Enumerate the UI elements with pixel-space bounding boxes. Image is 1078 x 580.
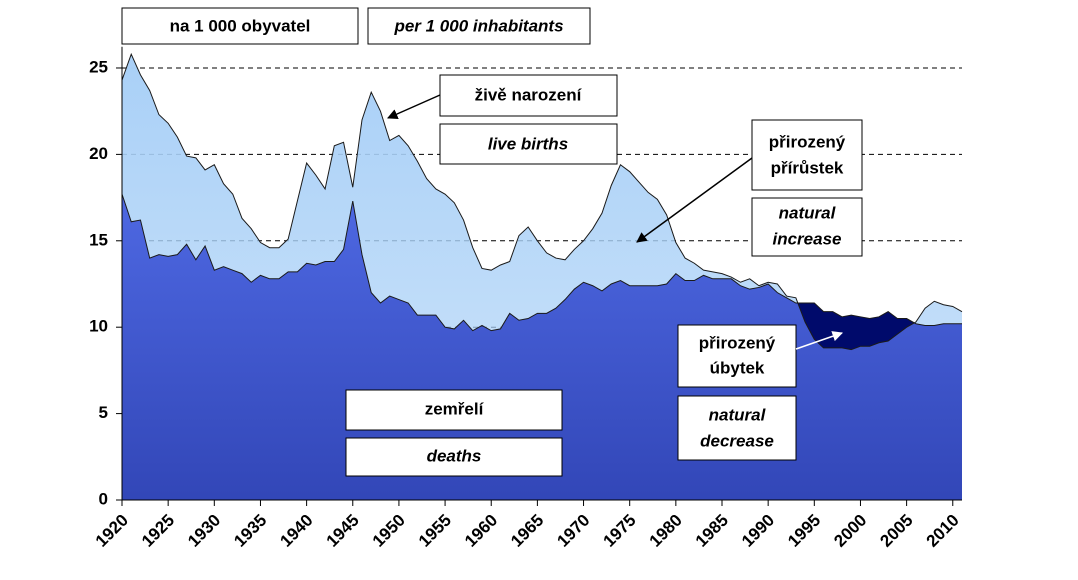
x-tick-label: 1940	[276, 511, 316, 551]
x-tick-label: 1955	[415, 511, 455, 551]
births-line	[121, 52, 963, 351]
header: na 1 000 obyvatel per 1 000 inhabitants	[121, 7, 591, 45]
label-box	[677, 395, 797, 461]
unit-en: per 1 000 inhabitants	[393, 16, 563, 35]
y-tick-label: 20	[89, 144, 108, 163]
decrease-label-en: natural	[709, 405, 767, 424]
x-tick-label: 1935	[230, 511, 270, 551]
y-tick-label: 0	[99, 489, 108, 508]
decrease-label-en: decrease	[700, 431, 774, 450]
x-tick-label: 1995	[784, 511, 824, 551]
x-tick-label: 1950	[369, 511, 409, 551]
x-tick-label: 2000	[830, 511, 870, 551]
increase-label: přirozený	[769, 132, 846, 151]
deaths-line	[121, 193, 962, 332]
annotations: živě narození live births přirozený přír…	[345, 74, 863, 477]
y-tick-label: 10	[89, 317, 108, 336]
births-label-en: live births	[488, 134, 568, 153]
x-tick-label: 1925	[138, 511, 178, 551]
x-tick-label: 1945	[323, 511, 363, 551]
unit-box	[367, 7, 591, 45]
increase-label-en: increase	[773, 229, 842, 248]
increase-label: přírůstek	[771, 158, 844, 177]
x-tick-label: 1965	[507, 511, 547, 551]
births-label: živě narození	[475, 85, 583, 104]
arrow	[795, 331, 843, 350]
x-tick-label: 1920	[92, 511, 132, 551]
unit-cz: na 1 000 obyvatel	[170, 16, 311, 35]
unit-box	[121, 7, 359, 45]
arrow	[387, 94, 441, 119]
deaths-label-en: deaths	[427, 446, 482, 465]
label-box	[439, 123, 618, 165]
y-tick-label: 5	[99, 403, 108, 422]
x-tick-label: 1990	[738, 511, 778, 551]
x-tick-label: 2010	[923, 511, 963, 551]
label-box	[345, 389, 563, 431]
x-tick-label: 1930	[184, 511, 224, 551]
increase-label-en: natural	[779, 203, 837, 222]
decrease-label: úbytek	[710, 358, 765, 377]
x-tick-label: 2005	[876, 511, 916, 551]
decrease-label: přirozený	[699, 333, 776, 352]
x-tick-label: 1980	[646, 511, 686, 551]
deaths-label: zemřelí	[425, 399, 485, 418]
x-tick-label: 1975	[600, 511, 640, 551]
arrow	[636, 157, 753, 243]
x-tick-label: 1985	[692, 511, 732, 551]
label-box	[345, 437, 563, 477]
x-tick-label: 1970	[553, 511, 593, 551]
label-box	[751, 119, 863, 191]
label-box	[439, 74, 618, 117]
label-box	[751, 197, 863, 257]
y-tick-label: 15	[89, 230, 108, 249]
label-box	[677, 324, 797, 388]
y-tick-label: 25	[89, 57, 108, 76]
x-tick-label: 1960	[461, 511, 501, 551]
